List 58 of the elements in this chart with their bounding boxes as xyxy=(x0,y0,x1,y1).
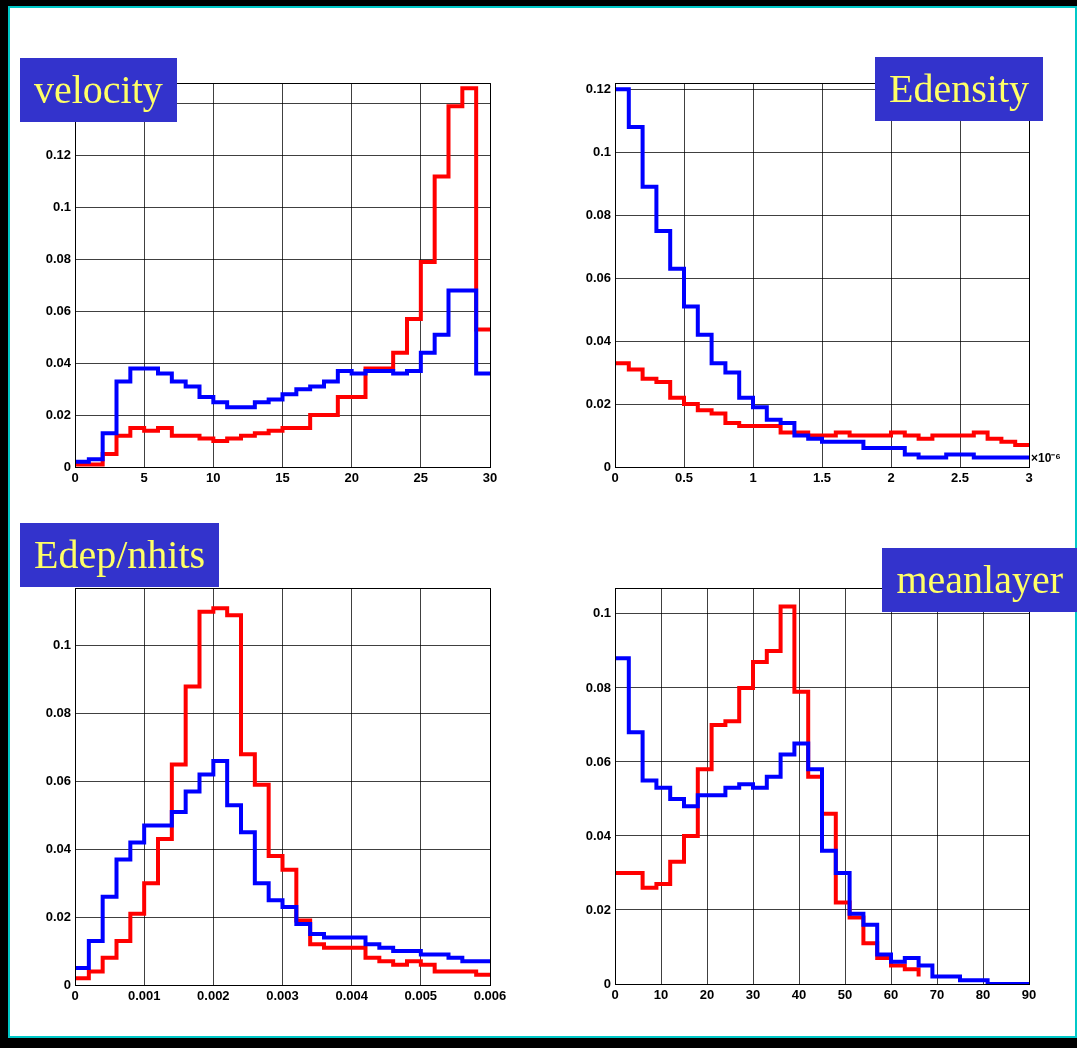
x-tick-label: 15 xyxy=(275,470,290,486)
x-tick-label: 0.004 xyxy=(335,988,369,1004)
y-tick-label: 0.06 xyxy=(585,753,611,769)
x-tick-label: 70 xyxy=(929,987,945,1003)
y-tick-label: 0.04 xyxy=(45,354,72,370)
x-tick-label: 80 xyxy=(975,987,991,1003)
y-tick-label: 0.04 xyxy=(585,332,612,348)
y-tick-label: 0.06 xyxy=(45,772,71,788)
x-tick-label: 60 xyxy=(883,987,899,1003)
y-tick-label: 0.1 xyxy=(52,199,71,215)
x-tick-label: 10 xyxy=(206,470,221,486)
x-tick-label: 5 xyxy=(140,470,148,486)
x-axis-title: ×10⁻⁶ xyxy=(1031,451,1061,466)
y-tick-label: 0.02 xyxy=(585,901,611,917)
y-tick-label: 0.08 xyxy=(585,206,611,222)
x-tick-label: 0.002 xyxy=(197,988,230,1004)
x-tick-label: 0.003 xyxy=(266,988,299,1004)
x-tick-label: 50 xyxy=(837,987,853,1003)
x-tick-label: 90 xyxy=(1021,987,1037,1003)
x-tick-label: 2 xyxy=(887,470,895,486)
y-tick-label: 0.12 xyxy=(585,80,611,96)
y-tick-label: 0.06 xyxy=(45,302,71,318)
chart-title: Edep/nhits xyxy=(20,523,220,587)
x-tick-label: 20 xyxy=(344,470,359,486)
x-tick-label: 1.5 xyxy=(812,470,832,486)
x-tick-label: 30 xyxy=(745,987,761,1003)
x-tick-label: 0.001 xyxy=(127,988,161,1004)
y-tick-label: 0 xyxy=(603,975,611,991)
x-tick-label: 0.006 xyxy=(473,988,507,1004)
x-tick-label: 30 xyxy=(482,470,498,486)
y-tick-label: 0.04 xyxy=(585,827,612,843)
y-tick-label: 0.1 xyxy=(592,143,611,159)
y-tick-label: 0.1 xyxy=(52,637,71,653)
x-tick-label: 25 xyxy=(413,470,429,486)
chart-title: Edensity xyxy=(875,57,1043,121)
y-tick-label: 0 xyxy=(63,458,71,474)
x-tick-label: 2.5 xyxy=(950,470,970,486)
y-tick-label: 0.1 xyxy=(592,605,611,621)
y-tick-label: 0.02 xyxy=(585,395,611,411)
chart-title: velocity xyxy=(20,58,177,122)
y-tick-label: 0.02 xyxy=(45,908,71,924)
x-tick-label: 0.5 xyxy=(674,470,694,486)
x-tick-label: 20 xyxy=(699,987,715,1003)
x-tick-label: 1 xyxy=(749,470,757,486)
y-tick-label: 0 xyxy=(603,458,611,474)
x-tick-label: 0.005 xyxy=(404,988,438,1004)
chart-title: meanlayer xyxy=(882,548,1077,612)
x-tick-label: 40 xyxy=(791,987,807,1003)
x-tick-label: 3 xyxy=(1025,470,1033,486)
y-tick-label: 0 xyxy=(63,976,71,992)
y-tick-label: 0.06 xyxy=(585,269,611,285)
y-tick-label: 0.08 xyxy=(45,705,71,721)
y-tick-label: 0.08 xyxy=(45,251,71,267)
y-tick-label: 0.02 xyxy=(45,406,71,422)
y-tick-label: 0.08 xyxy=(585,679,611,695)
y-tick-label: 0.12 xyxy=(45,147,71,163)
y-tick-label: 0.04 xyxy=(45,840,72,856)
x-tick-label: 10 xyxy=(653,987,669,1003)
